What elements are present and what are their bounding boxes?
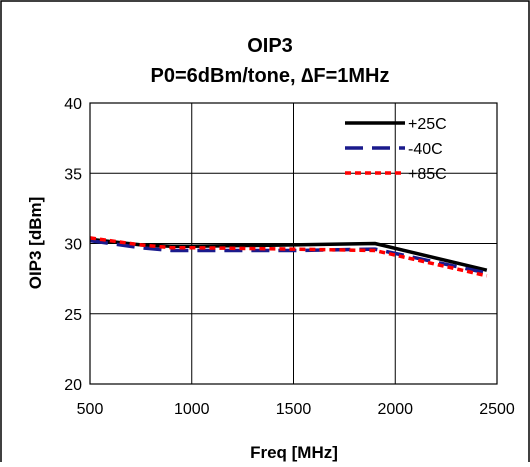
y-tick-label: 30 xyxy=(64,237,82,254)
y-tick-label: 40 xyxy=(64,96,82,113)
y-tick-label: 35 xyxy=(64,166,82,183)
legend-label: +25C xyxy=(408,116,447,133)
x-axis-label: Freq [MHz] xyxy=(250,443,338,462)
y-tick-labels: 20 25 30 35 40 xyxy=(64,96,82,394)
plot-area-border xyxy=(89,102,498,385)
series-line-85C xyxy=(89,236,488,278)
legend-label: +85C xyxy=(408,166,447,183)
legend-label: -40C xyxy=(408,141,443,158)
y-axis-label: OIP3 [dBm] xyxy=(26,197,45,290)
chart-subtitle: P0=6dBm/tone, ∆F=1MHz xyxy=(151,65,390,87)
series-layer xyxy=(89,236,488,278)
x-tick-label: 1000 xyxy=(174,401,210,418)
x-tick-label: 500 xyxy=(77,401,104,418)
x-tick-label: 2500 xyxy=(479,401,515,418)
chart-title: OIP3 xyxy=(247,35,293,57)
legend: +25C -40C +85C xyxy=(345,116,447,183)
x-tick-label: 2000 xyxy=(377,401,413,418)
y-tick-label: 20 xyxy=(64,377,82,394)
y-tick-label: 25 xyxy=(64,307,82,324)
x-tick-labels: 500 1000 1500 2000 2500 xyxy=(77,401,515,418)
x-tick-label: 1500 xyxy=(276,401,312,418)
